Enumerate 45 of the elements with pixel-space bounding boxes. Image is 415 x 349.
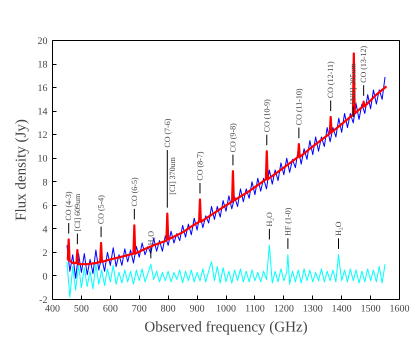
annotation: [CI] 609um	[72, 192, 82, 232]
annotation: CO (12-11)	[326, 61, 336, 98]
annotation: CO (9-8)	[228, 122, 238, 152]
annotation: H₂O	[264, 212, 274, 227]
x-tick-label: 1200	[274, 304, 294, 314]
y-tick-label: 8	[42, 177, 48, 188]
y-tick-label: 20	[38, 36, 48, 47]
x-axis-title: Observed frequency (GHz)	[144, 320, 308, 336]
annotation: CO (7-6)	[162, 118, 172, 148]
x-tick-label: 1000	[216, 304, 236, 314]
y-tick-label: 0	[42, 271, 48, 282]
y-tick-label: 6	[42, 200, 48, 212]
annotation: HF (1-0)	[283, 207, 292, 236]
annotation: CO (8-7)	[195, 151, 204, 181]
y-tick-label: -2	[39, 295, 48, 306]
x-tick-label: 900	[190, 304, 205, 314]
y-tick-label: 2	[42, 248, 48, 259]
x-tick-label: 700	[132, 304, 147, 314]
annotation: [CI] 370um	[168, 156, 177, 195]
annotation: H₂O	[334, 221, 343, 236]
annotation: CO (10-9)	[262, 98, 272, 132]
annotation: CO (5-4)	[96, 194, 106, 224]
x-tick-label: 800	[160, 304, 176, 314]
y-tick-label: 12	[38, 130, 48, 142]
x-tick-label: 600	[102, 304, 118, 314]
x-tick-label: 1500	[360, 304, 381, 314]
annotation: CO (6-5)	[130, 177, 139, 206]
x-tick-label: 500	[74, 304, 89, 314]
y-tick-label: 16	[38, 83, 48, 94]
x-tick-label: 1100	[245, 304, 265, 314]
annotation: H₂O	[146, 230, 156, 246]
x-tick-label: 1300	[302, 304, 323, 314]
x-tick-label: 1600	[390, 304, 410, 314]
annotation: [NII] 205um	[348, 62, 358, 104]
line-series	[66, 244, 386, 298]
y-tick-label: 4	[42, 224, 48, 236]
annotation: CO (4-3)	[64, 191, 74, 221]
x-tick-label: 1400	[332, 304, 352, 314]
annotation: CO (11-10)	[294, 88, 304, 126]
y-tick-label: 18	[38, 60, 48, 71]
y-axis-title: Flux density (Jy)	[14, 119, 30, 221]
y-tick-label: 10	[38, 154, 48, 165]
y-tick-label: 14	[38, 106, 48, 118]
annotation: CO (13-12)	[359, 45, 368, 83]
x-tick-label: 400	[45, 304, 60, 314]
